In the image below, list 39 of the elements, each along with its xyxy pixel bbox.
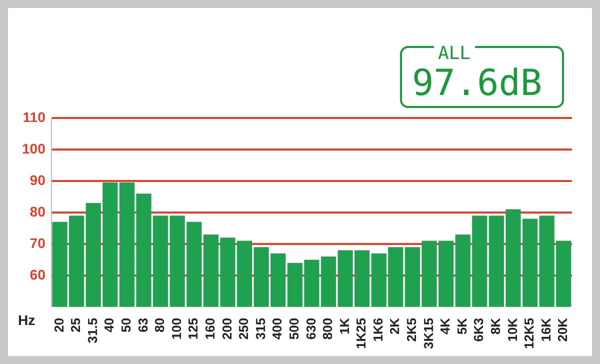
y-tick-label: 70 [30,234,46,251]
x-tick-label: 20 [51,318,66,332]
display-box: ALL 97.6dB [400,46,564,108]
x-tick-label: 125 [186,318,201,340]
x-tick-label: 10K [504,317,520,342]
x-tick-label: 16K [538,317,554,342]
x-tick-label: 800 [320,318,336,340]
x-tick-label: 100 [168,318,184,340]
x-tick-label: 25 [68,318,84,332]
x-tick-label: 80 [152,318,168,332]
x-tick-label: 250 [236,318,252,340]
x-tick-label: 8K [488,317,503,335]
x-tick-label: 12K5 [522,318,537,349]
x-tick-label: 400 [270,318,285,340]
x-tick-label: 160 [202,318,218,340]
y-tick-label: 110 [22,108,46,125]
y-tick-label: 60 [30,266,46,282]
y-tick-label: 90 [30,172,46,188]
x-tick-label: 2K [387,317,402,335]
x-tick-label: 63 [135,318,150,332]
x-tick-label: 315 [252,318,268,340]
x-tick-label: 20K [555,317,570,342]
x-tick-label: 500 [286,318,302,340]
x-tick-label: 630 [303,318,318,340]
x-tick-label: 4K [438,317,453,335]
x-tick-label: 3K15 [420,318,436,349]
x-tick-label: 200 [219,318,234,340]
x-axis-title: Hz [18,312,36,328]
x-tick-label: 1K6 [370,318,386,342]
x-tick-label: 1K25 [354,318,369,349]
x-tick-label: 31.5 [84,318,100,344]
x-tick-label: 2K5 [404,318,420,342]
x-tick-label: 1K [336,317,352,335]
x-tick-label: 50 [118,318,134,332]
x-tick-label: 5K [454,317,470,335]
y-tick-label: 80 [30,203,46,220]
x-tick-label: 6K3 [471,318,486,342]
y-tick-label: 100 [22,140,46,156]
x-tick-label: 40 [102,318,117,332]
